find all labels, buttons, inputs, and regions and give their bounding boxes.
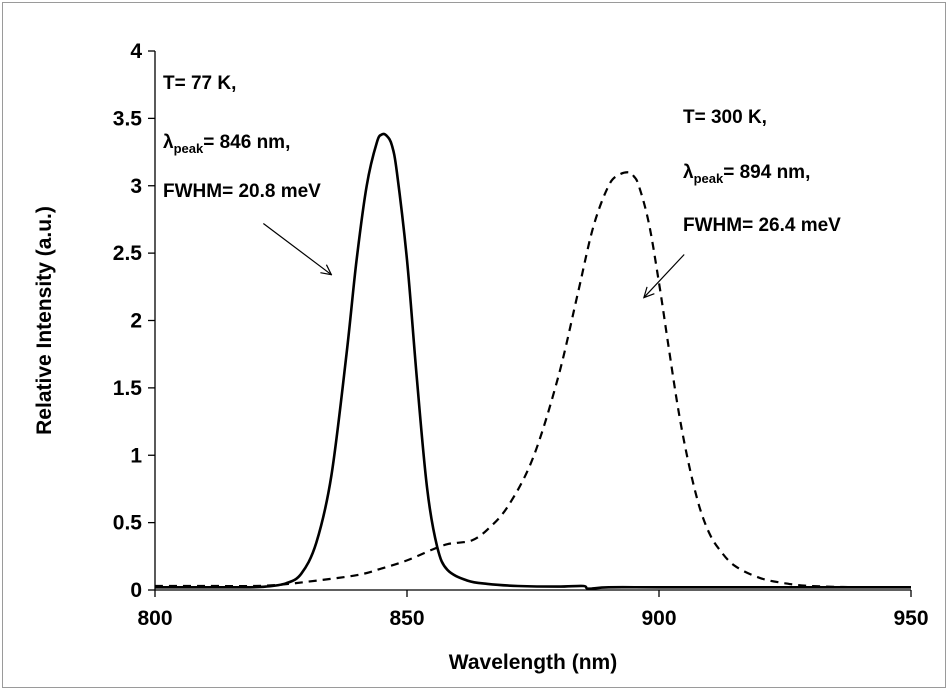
series-300k-dashed-line [154, 171, 912, 589]
y-axis-title: Relative Intensity (a.u.) [33, 206, 56, 435]
y-tick-label: 1.5 [113, 377, 143, 400]
y-tick-label: 4 [130, 40, 142, 63]
annotation-77k-peak: λpeak= 846 nm, [163, 132, 290, 156]
y-tick-label: 3.5 [113, 107, 143, 130]
annotation-300k-temperature: T= 300 K, [683, 107, 767, 128]
x-tick-label: 900 [641, 607, 676, 630]
annotation-77k-fwhm: FWHM= 20.8 meV [163, 181, 321, 202]
annotation-77k-peak-subscript: peak [174, 141, 204, 156]
annotation-77k-lambda: λ [163, 132, 174, 153]
x-tick-label: 950 [893, 607, 928, 630]
annotation-77k-arrow [262, 223, 331, 274]
series-77k-solid-line [155, 132, 911, 591]
y-tick-label: 3 [130, 175, 142, 198]
y-tick-label: 1 [130, 444, 142, 467]
annotation-77k-peak-value: = 846 nm, [203, 132, 290, 153]
y-tick-label: 0.5 [113, 512, 143, 535]
x-axis-title: Wavelength (nm) [449, 651, 617, 674]
annotation-300k-arrow [644, 254, 685, 297]
annotation-77k: T= 77 K, λpeak= 846 nm, FWHM= 20.8 meV [163, 73, 331, 275]
annotation-300k-fwhm: FWHM= 26.4 meV [683, 215, 841, 236]
y-ticks: 0 0.5 1 1.5 2 2.5 3 3.5 4 [113, 40, 155, 602]
y-tick-label: 2 [130, 310, 142, 333]
annotation-300k-peak-value: = 894 nm, [723, 162, 810, 183]
annotation-300k-lambda: λ [683, 162, 694, 183]
annotation-300k: T= 300 K, λpeak= 894 nm, FWHM= 26.4 meV [644, 107, 841, 298]
x-tick-label: 800 [137, 607, 172, 630]
series-group [154, 132, 912, 591]
y-tick-label: 0 [130, 579, 142, 602]
y-tick-label: 2.5 [113, 242, 143, 265]
x-tick-label: 850 [389, 607, 424, 630]
annotation-300k-peak: λpeak= 894 nm, [683, 162, 810, 186]
x-ticks: 800 850 900 950 [137, 590, 929, 630]
annotation-77k-temperature: T= 77 K, [163, 73, 236, 94]
annotation-300k-peak-subscript: peak [694, 171, 724, 186]
